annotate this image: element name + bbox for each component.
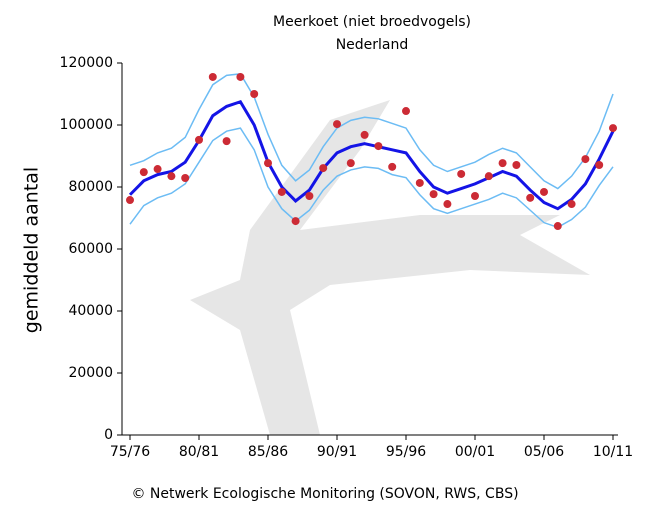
x-tick-label: 80/81 xyxy=(179,444,219,460)
y-tick-label: 100000 xyxy=(60,117,113,133)
data-point xyxy=(457,169,466,178)
data-point xyxy=(388,162,397,171)
data-point xyxy=(181,174,190,183)
x-tick-label: 95/96 xyxy=(386,444,426,460)
data-point xyxy=(415,178,424,187)
data-point xyxy=(429,190,438,199)
data-point xyxy=(443,200,452,209)
data-point xyxy=(291,217,300,226)
y-tick-label: 60000 xyxy=(68,241,113,257)
data-point xyxy=(250,90,259,98)
data-point xyxy=(319,164,328,173)
y-axis-label: gemiddeld aantal xyxy=(21,167,43,333)
data-point xyxy=(526,193,535,202)
y-tick-label: 40000 xyxy=(68,303,113,319)
footer: © Netwerk Ecologische Monitoring (SOVON,… xyxy=(131,486,518,502)
x-tick-label: 85/86 xyxy=(248,444,288,460)
data-point xyxy=(236,72,245,81)
trend-line xyxy=(128,99,615,211)
data-point xyxy=(581,155,590,164)
data-point xyxy=(333,120,341,129)
data-point xyxy=(471,191,479,200)
data-point xyxy=(402,107,410,116)
data-point xyxy=(512,160,521,169)
bird-silhouette xyxy=(190,100,590,435)
x-tick-label: 05/06 xyxy=(524,444,564,460)
data-point xyxy=(567,200,576,209)
data-point xyxy=(498,159,507,168)
x-tick-label: 00/01 xyxy=(455,444,495,460)
data-point xyxy=(484,172,493,181)
data-point xyxy=(277,187,286,196)
data-point xyxy=(609,124,617,133)
x-tick-label: 75/76 xyxy=(110,444,150,460)
data-point xyxy=(595,160,604,169)
data-point xyxy=(126,196,134,205)
y-tick-label: 120000 xyxy=(60,55,113,71)
x-tick-label: 10/11 xyxy=(593,444,633,460)
data-point xyxy=(540,187,548,196)
data-point xyxy=(208,72,217,81)
chart-subtitle: Nederland xyxy=(336,37,409,53)
data-point xyxy=(167,172,176,181)
y-tick-label: 80000 xyxy=(68,179,113,195)
data-point xyxy=(264,159,272,168)
data-point xyxy=(346,159,355,168)
data-point xyxy=(374,142,383,151)
data-point xyxy=(553,222,562,231)
chart-title: Meerkoet (niet broedvogels) xyxy=(273,14,471,30)
data-point xyxy=(153,165,162,174)
x-tick-label: 90/91 xyxy=(317,444,357,460)
trend-line xyxy=(129,73,614,190)
data-point xyxy=(139,168,148,177)
y-tick-label: 20000 xyxy=(68,365,113,381)
y-tick-label: 0 xyxy=(104,427,113,443)
data-point xyxy=(360,130,369,139)
data-point xyxy=(195,135,203,144)
data-point xyxy=(305,191,314,200)
trend-line xyxy=(129,127,614,229)
data-point xyxy=(222,137,231,146)
